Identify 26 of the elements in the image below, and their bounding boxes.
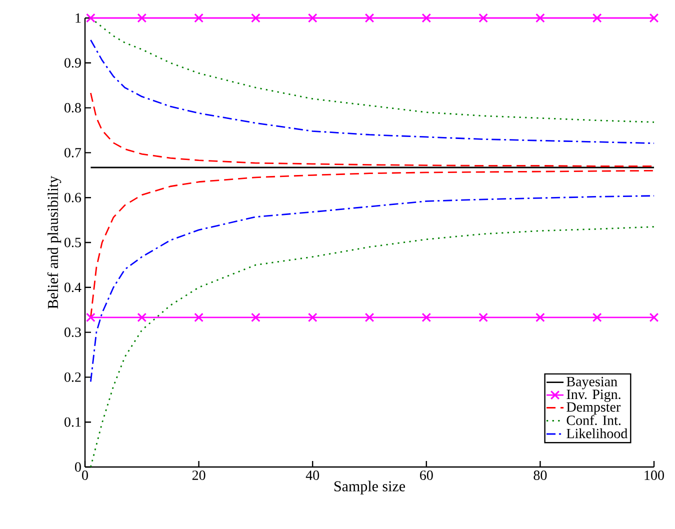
y-axis-title: Belief and plausibility	[47, 176, 62, 309]
y-tick-label: 0.6	[64, 192, 82, 202]
y-tick-label: 0.7	[64, 148, 82, 158]
legend-label: Likelihood	[566, 428, 628, 438]
x-tick-label: 20	[192, 470, 206, 480]
legend-label: Bayesian	[566, 376, 618, 390]
legend-label: Dempster	[566, 402, 621, 415]
y-tick-label: 0.1	[64, 417, 81, 427]
legend-label: Inv. Pign.	[566, 390, 620, 402]
y-tick-label: 0.2	[64, 372, 81, 382]
y-tick-label: 0.8	[64, 103, 81, 113]
y-tick-label: 1	[76, 13, 81, 23]
legend-label: Conf. Int.	[566, 415, 621, 426]
x-axis-title: Sample size	[334, 480, 406, 494]
y-tick-label: 0.5	[64, 238, 81, 248]
x-tick-label: 60	[420, 470, 433, 480]
y-tick-label: 0.9	[64, 58, 81, 68]
y-tick-label: 0.3	[64, 328, 81, 338]
x-tick-label: 0	[82, 470, 88, 480]
line-series	[90, 226, 655, 468]
x-tick-label: 100	[644, 470, 664, 480]
x-tick-label: 80	[534, 470, 547, 480]
y-tick-label: 0	[75, 462, 81, 472]
line-series	[90, 39, 655, 144]
y-tick-label: 0.4	[64, 282, 82, 292]
x-tick-label: 40	[306, 470, 320, 480]
